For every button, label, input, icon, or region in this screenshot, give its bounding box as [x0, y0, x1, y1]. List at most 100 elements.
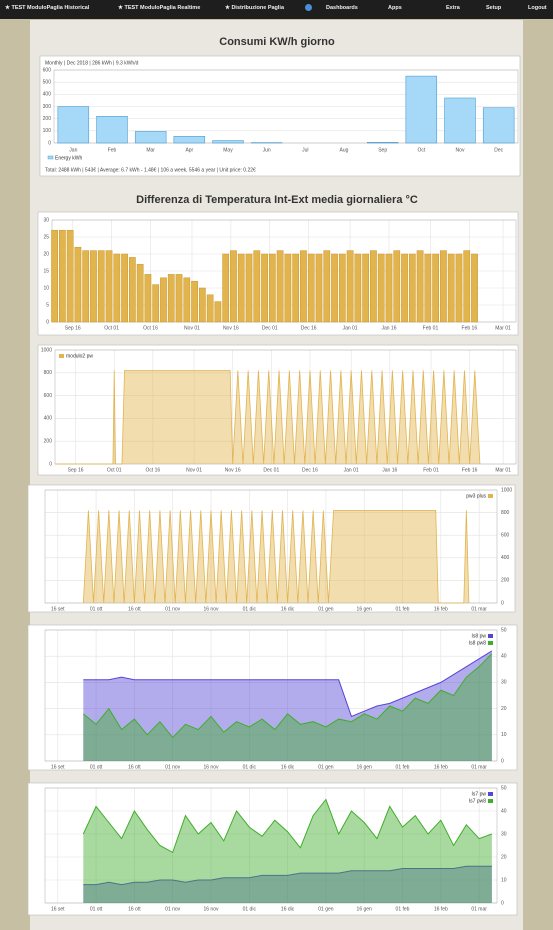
bar: [338, 253, 346, 323]
area-fill: [83, 866, 492, 903]
x-tick-label: Nov: [456, 147, 465, 153]
y-tick-label: 400: [44, 416, 53, 422]
nav-item[interactable]: ★ TEST ModuloPaglia Realtime: [118, 5, 201, 11]
nav-item[interactable]: Logout: [528, 5, 547, 11]
bar: [230, 250, 237, 323]
x-tick-label: Oct 16: [143, 325, 158, 331]
chart-panel: [39, 55, 521, 177]
x-tick-label: Feb 01: [423, 325, 439, 331]
x-tick-label: Apr: [185, 147, 193, 153]
x-tick-label: 16 gen: [357, 764, 373, 770]
y-tick-label: 30: [501, 680, 507, 686]
area-line: [82, 509, 470, 604]
x-tick-label: Sep: [378, 147, 387, 153]
bar: [307, 253, 315, 323]
bar: [245, 253, 253, 323]
x-tick-label: Dec: [494, 147, 503, 153]
bar: [97, 250, 105, 323]
y-tick-label: 0: [501, 758, 504, 764]
plot-frame: [44, 787, 498, 904]
bar: [222, 253, 230, 323]
y-tick-label: 30: [501, 831, 507, 837]
x-tick-label: Oct 16: [145, 467, 160, 473]
y-tick-label: 1000: [41, 347, 52, 353]
series-line: [82, 798, 493, 854]
x-tick-label: 16 feb: [434, 906, 448, 912]
x-tick-label: Jan: [69, 147, 77, 153]
area-fill: [83, 799, 492, 903]
bar: [121, 253, 128, 323]
nav-icon[interactable]: [305, 4, 312, 11]
y-tick-label: 0: [48, 140, 51, 146]
x-tick-label: Sep 16: [68, 467, 84, 473]
x-tick-label: Dec 16: [302, 467, 318, 473]
x-tick-label: 16 ott: [128, 906, 141, 912]
bar: [440, 250, 447, 323]
x-tick-label: Jan 01: [343, 325, 358, 331]
y-tick-label: 5: [46, 302, 49, 308]
legend-swatch: [488, 799, 493, 803]
nav-item[interactable]: Extra: [446, 5, 460, 11]
x-tick-label: 16 gen: [357, 606, 373, 612]
chart-subtitle: Monthly | Dec 2018 | 286 kWh | 9.3 kWh/d: [45, 60, 139, 66]
bar: [134, 131, 167, 144]
area-fill: [55, 370, 480, 464]
series-line: [83, 865, 492, 886]
x-tick-label: 01 nov: [165, 764, 181, 770]
bar: [59, 229, 66, 323]
x-tick-label: 01 mar: [471, 906, 487, 912]
nav-item[interactable]: Setup: [486, 5, 502, 11]
bar: [416, 250, 424, 323]
x-tick-label: Jan 16: [382, 467, 397, 473]
x-tick-label: Jun: [263, 147, 271, 153]
x-tick-label: Feb 16: [462, 325, 478, 331]
y-tick-label: 10: [501, 732, 507, 738]
bar: [268, 253, 276, 323]
plot-frame: [54, 349, 517, 465]
bar: [167, 274, 175, 323]
legend-swatch: [488, 792, 493, 796]
bar: [253, 250, 261, 323]
bar: [136, 263, 144, 323]
x-tick-label: 01 mar: [471, 606, 487, 612]
x-tick-label: Oct: [417, 147, 425, 153]
x-tick-label: 16 feb: [434, 606, 448, 612]
series-line: [82, 653, 493, 739]
x-tick-label: 01 nov: [165, 606, 181, 612]
x-tick-label: 16 nov: [203, 606, 219, 612]
plot-frame: [44, 629, 498, 762]
plot-frame: [44, 489, 498, 604]
nav-item[interactable]: ★ TEST ModuloPaglia Historical: [5, 5, 90, 11]
bar: [160, 277, 167, 323]
nav-item[interactable]: ★ Distribuzione Paglia: [225, 5, 285, 11]
y-tick-label: 40: [501, 654, 507, 660]
nav-item[interactable]: Dashboards: [326, 5, 358, 11]
x-tick-label: Feb: [108, 147, 117, 153]
y-tick-label: 600: [44, 393, 53, 399]
bar: [261, 253, 268, 323]
bar: [128, 257, 136, 323]
x-tick-label: 01 feb: [396, 764, 410, 770]
bar: [366, 142, 399, 144]
bar: [408, 253, 416, 323]
y-tick-label: 800: [501, 510, 510, 516]
legend-label: Energy kWh: [55, 155, 82, 161]
y-tick-label: 40: [501, 808, 507, 814]
x-tick-label: Dec 01: [262, 325, 278, 331]
chart-footer: Total: 2488 kWh | 543€ | Average: 6.7 kW…: [45, 167, 256, 173]
bar: [482, 107, 515, 144]
y-tick-label: 400: [501, 555, 510, 561]
x-tick-label: Nov 01: [186, 467, 202, 473]
bar: [198, 287, 206, 323]
legend-label: pw3 plus: [466, 493, 486, 499]
area-fill: [83, 510, 469, 603]
area-line: [55, 370, 481, 465]
bar: [432, 253, 440, 323]
bar: [175, 274, 183, 323]
y-tick-label: 800: [44, 370, 53, 376]
bar: [74, 246, 82, 323]
x-tick-label: 01 ott: [90, 606, 103, 612]
legend-label: Is8 pw: [472, 633, 487, 639]
nav-item[interactable]: Apps: [388, 5, 402, 11]
